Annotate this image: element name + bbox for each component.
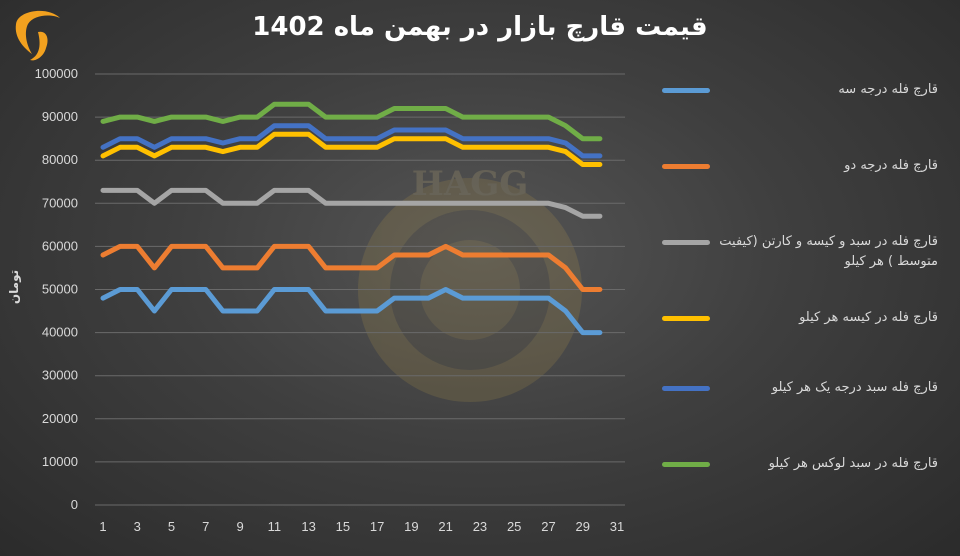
legend-label: قارچ فله درجه دو	[844, 158, 938, 173]
watermark: HAGG	[358, 164, 582, 402]
y-axis-label: تومان	[7, 269, 21, 305]
watermark-text: HAGG	[412, 164, 529, 204]
y-tick-label: 20000	[42, 411, 78, 426]
y-tick-label: 30000	[42, 368, 78, 383]
legend-label: قارچ فله درجه سه	[838, 82, 938, 97]
x-tick-label: 1	[99, 519, 106, 534]
series-line-1	[100, 243, 603, 292]
legend-swatch	[662, 88, 710, 93]
x-tick-label: 19	[404, 519, 418, 534]
x-tick-label: 3	[134, 519, 141, 534]
series-line-5	[100, 101, 603, 142]
x-tick-label: 7	[202, 519, 209, 534]
series-line-0	[100, 287, 603, 336]
x-tick-label: 31	[610, 519, 624, 534]
legend-item-bag: قارچ فله در کیسه هر کیلو	[662, 308, 942, 328]
legend-item-basket-grade-1: قارچ فله سبد درجه یک هر کیلو	[662, 378, 942, 398]
y-tick-label: 100000	[35, 66, 78, 81]
legend-label: قارچ فله در سبد لوکس هر کیلو	[768, 456, 938, 471]
x-tick-label: 11	[268, 519, 282, 534]
series-line-3	[100, 131, 603, 167]
y-tick-labels: 0 10000 20000 30000 40000 50000 60000 70000 8000…	[35, 66, 78, 512]
x-tick-label: 15	[336, 519, 350, 534]
series-lines	[100, 101, 603, 336]
x-tick-label: 27	[541, 519, 555, 534]
legend-swatch	[662, 164, 710, 169]
legend-swatch	[662, 316, 710, 321]
chart-title: قیمت قارچ بازار در بهمن ماه 1402	[252, 12, 708, 42]
x-tick-labels: 1 3 5 7 9 11 13 15 17 19 21 23 25 27 29 31	[99, 519, 624, 534]
legend-item-grade-2: قارچ فله درجه دو	[662, 156, 942, 176]
legend-swatch	[662, 240, 710, 245]
x-tick-label: 25	[507, 519, 521, 534]
series-line-2	[100, 187, 603, 219]
legend-label: قارچ فله سبد درجه یک هر کیلو	[771, 380, 938, 395]
y-tick-label: 50000	[42, 282, 78, 297]
x-tick-label: 9	[236, 519, 243, 534]
x-tick-label: 21	[438, 519, 452, 534]
series-line-4	[100, 123, 603, 159]
y-tick-label: 60000	[42, 238, 78, 253]
brand-logo	[8, 4, 66, 68]
y-tick-label: 10000	[42, 454, 78, 469]
legend-item-grade-3: قارچ فله درجه سه	[662, 80, 942, 100]
y-tick-label: 40000	[42, 325, 78, 340]
x-tick-label: 29	[575, 519, 589, 534]
legend-label: قارچ فله در کیسه هر کیلو	[799, 310, 938, 325]
legend-label: قارچ فله در سبد و کیسه و کارتن (کیفیت مت…	[719, 234, 938, 269]
x-tick-label: 17	[370, 519, 384, 534]
y-tick-label: 90000	[42, 109, 78, 124]
y-tick-label: 70000	[42, 195, 78, 210]
y-tick-label: 0	[71, 497, 78, 512]
legend-swatch	[662, 462, 710, 467]
y-tick-label: 80000	[42, 152, 78, 167]
legend-swatch	[662, 386, 710, 391]
x-tick-label: 5	[168, 519, 175, 534]
legend-item-lux-basket: قارچ فله در سبد لوکس هر کیلو	[662, 454, 942, 474]
legend-item-medium-quality: قارچ فله در سبد و کیسه و کارتن (کیفیت مت…	[662, 232, 942, 272]
x-tick-label: 23	[473, 519, 487, 534]
x-tick-label: 13	[301, 519, 315, 534]
